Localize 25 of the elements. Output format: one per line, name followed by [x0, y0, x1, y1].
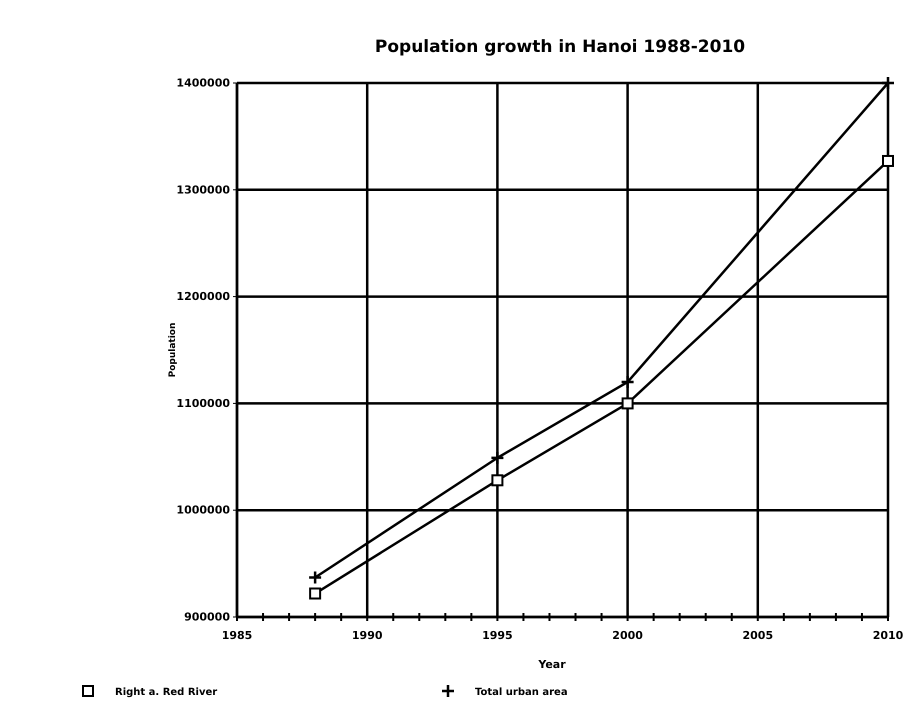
point	[308, 570, 322, 585]
y-tick-label: 1300000	[176, 183, 230, 196]
y-tick-label: 1400000	[176, 76, 230, 90]
x-axis-title: Year	[537, 658, 566, 671]
y-tick-label: 1000000	[176, 504, 230, 517]
point	[491, 474, 504, 486]
x-tick-label: 1990	[352, 629, 383, 642]
chart-title: Population growth in Hanoi 1988-2010	[374, 37, 746, 57]
y-tick-label: 1100000	[176, 396, 230, 410]
point	[882, 154, 894, 167]
y-tick-label: 900000	[184, 610, 230, 624]
point	[490, 450, 505, 466]
legend-label: Total urban area	[475, 687, 568, 698]
x-tick-label: 1995	[482, 629, 513, 642]
point	[622, 397, 634, 410]
y-axis-title: Population	[168, 322, 178, 378]
x-tick-label: 2000	[612, 629, 644, 642]
legend-label: Right a. Red River	[115, 687, 218, 698]
point	[620, 374, 635, 390]
point	[880, 76, 896, 90]
x-tick-label: 2010	[872, 629, 904, 642]
y-tick-label: 1200000	[176, 290, 230, 304]
x-tick-label: 1985	[222, 629, 252, 642]
point	[309, 588, 322, 600]
x-tick-label: 2005	[742, 629, 774, 642]
